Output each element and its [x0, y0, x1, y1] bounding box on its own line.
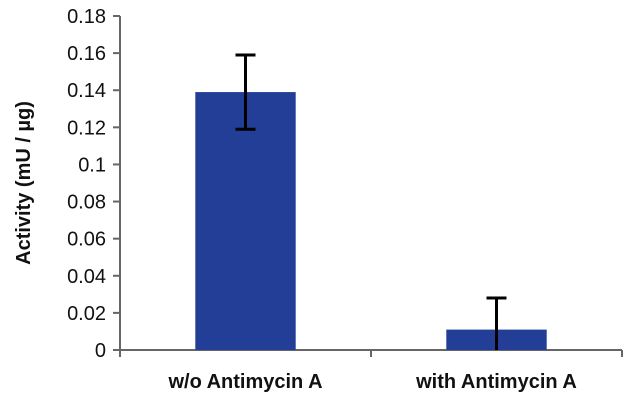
y-tick-label: 0.12 [67, 117, 106, 139]
y-tick-label: 0.1 [78, 154, 106, 176]
y-tick-label: 0.02 [67, 303, 106, 325]
x-category-label: with Antimycin A [415, 371, 577, 393]
y-tick-label: 0.04 [67, 266, 106, 288]
y-tick-label: 0 [95, 340, 106, 362]
y-tick-label: 0.08 [67, 192, 106, 214]
x-category-label: w/o Antimycin A [167, 371, 322, 393]
plot-area: 0 0.02 0.04 0.06 0.08 0.1 0.12 0.14 0.16 0.18 w/o … [67, 6, 623, 393]
y-tick-label: 0.14 [67, 80, 106, 102]
y-tick-label: 0.06 [67, 229, 106, 251]
y-axis-title: Activity (mU / µg) [13, 101, 35, 265]
y-tick-label: 0.18 [67, 6, 106, 28]
y-tick-label: 0.16 [67, 43, 106, 65]
y-axis-title-group: Activity (mU / µg) [13, 101, 35, 265]
bar [195, 92, 296, 351]
